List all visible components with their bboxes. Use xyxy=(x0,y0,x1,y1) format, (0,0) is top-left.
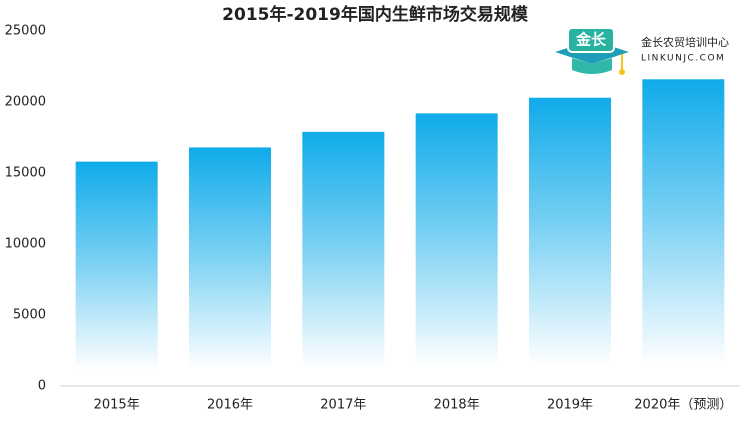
logo: 金长 金长农贸培训中心 LINKUNJC.COM xyxy=(555,27,729,75)
y-tick-label: 10000 xyxy=(5,237,46,252)
y-tick-label: 0 xyxy=(38,379,46,394)
bar xyxy=(189,147,271,386)
bar xyxy=(415,113,498,387)
x-tick-label: 2019年 xyxy=(547,398,593,413)
chart-title: 2015年-2019年国内生鲜市场交易规模 xyxy=(222,4,529,25)
y-tick-label: 5000 xyxy=(13,308,46,323)
logo-badge xyxy=(567,27,615,53)
y-tick-label: 25000 xyxy=(5,24,46,39)
logo-url: LINKUNJC.COM xyxy=(641,54,725,64)
y-tick-label: 20000 xyxy=(5,95,46,110)
x-tick-label: 2020年（预测） xyxy=(634,398,732,413)
bar xyxy=(642,79,725,386)
bar xyxy=(302,131,385,386)
logo-cap-base xyxy=(572,58,612,74)
x-tick-label: 2018年 xyxy=(434,398,480,413)
bar xyxy=(75,161,158,386)
x-tick-label: 2016年 xyxy=(207,398,253,413)
x-tick-label: 2017年 xyxy=(320,398,366,413)
logo-badge-text: 金长 xyxy=(575,31,607,49)
logo-name: 金长农贸培训中心 xyxy=(641,35,729,49)
bar xyxy=(529,97,611,387)
y-tick-label: 15000 xyxy=(5,166,46,181)
logo-tassel-end xyxy=(619,69,625,75)
x-tick-label: 2015年 xyxy=(94,398,140,413)
